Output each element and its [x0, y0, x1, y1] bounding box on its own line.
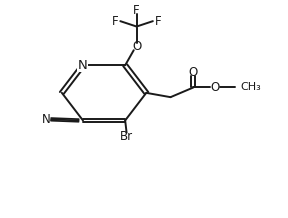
Text: O: O: [132, 41, 141, 53]
Text: O: O: [189, 66, 198, 79]
Text: N: N: [78, 59, 88, 72]
Text: CH₃: CH₃: [240, 82, 261, 92]
Text: N: N: [41, 113, 50, 126]
Text: F: F: [155, 15, 161, 28]
Text: Br: Br: [120, 130, 133, 143]
Text: F: F: [133, 4, 140, 17]
Text: O: O: [210, 81, 219, 94]
Text: F: F: [112, 15, 118, 28]
